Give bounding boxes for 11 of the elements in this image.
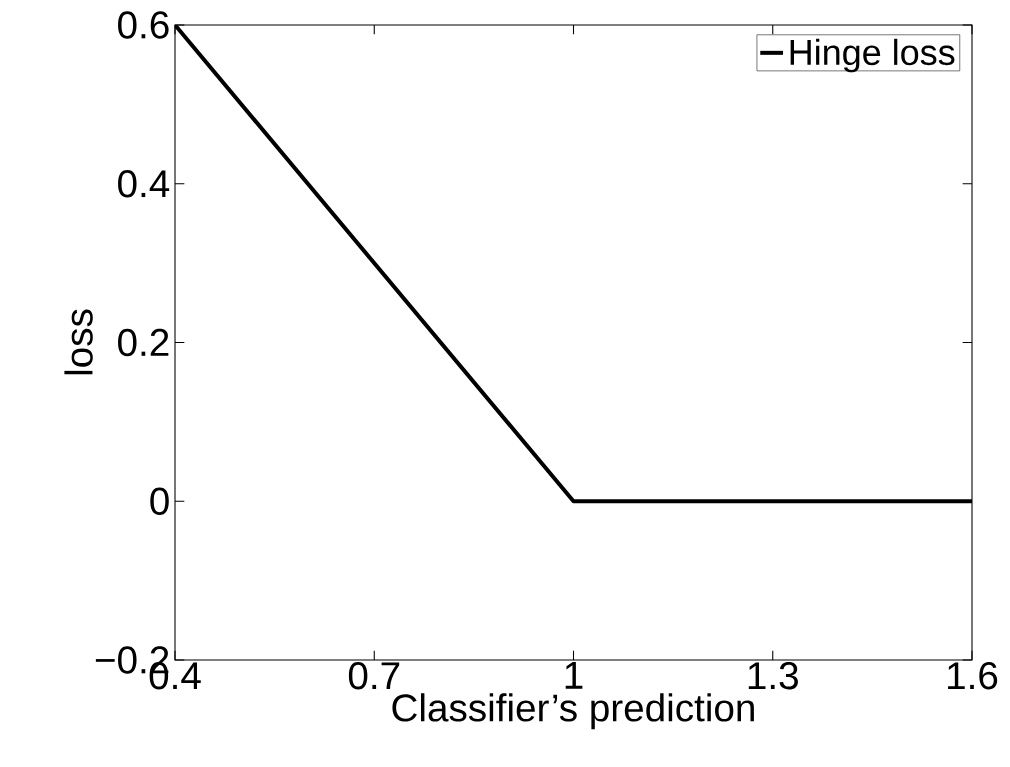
y-tick-label: 0.2 (118, 328, 169, 357)
x-axis-title: Classifier’s prediction (392, 693, 754, 730)
y-tick-label: 0.6 (118, 11, 169, 39)
x-tick-label: 1 (565, 662, 583, 689)
legend-label: Hinge loss (790, 38, 955, 73)
y-tick-label: 0.4 (118, 170, 170, 198)
y-tick-label: 0 (150, 487, 169, 515)
x-tick-label: 1.6 (948, 662, 998, 690)
x-tick-label: 1.3 (748, 662, 798, 690)
x-tick-label: 0.7 (348, 662, 400, 690)
y-axis-title: loss (64, 309, 93, 375)
